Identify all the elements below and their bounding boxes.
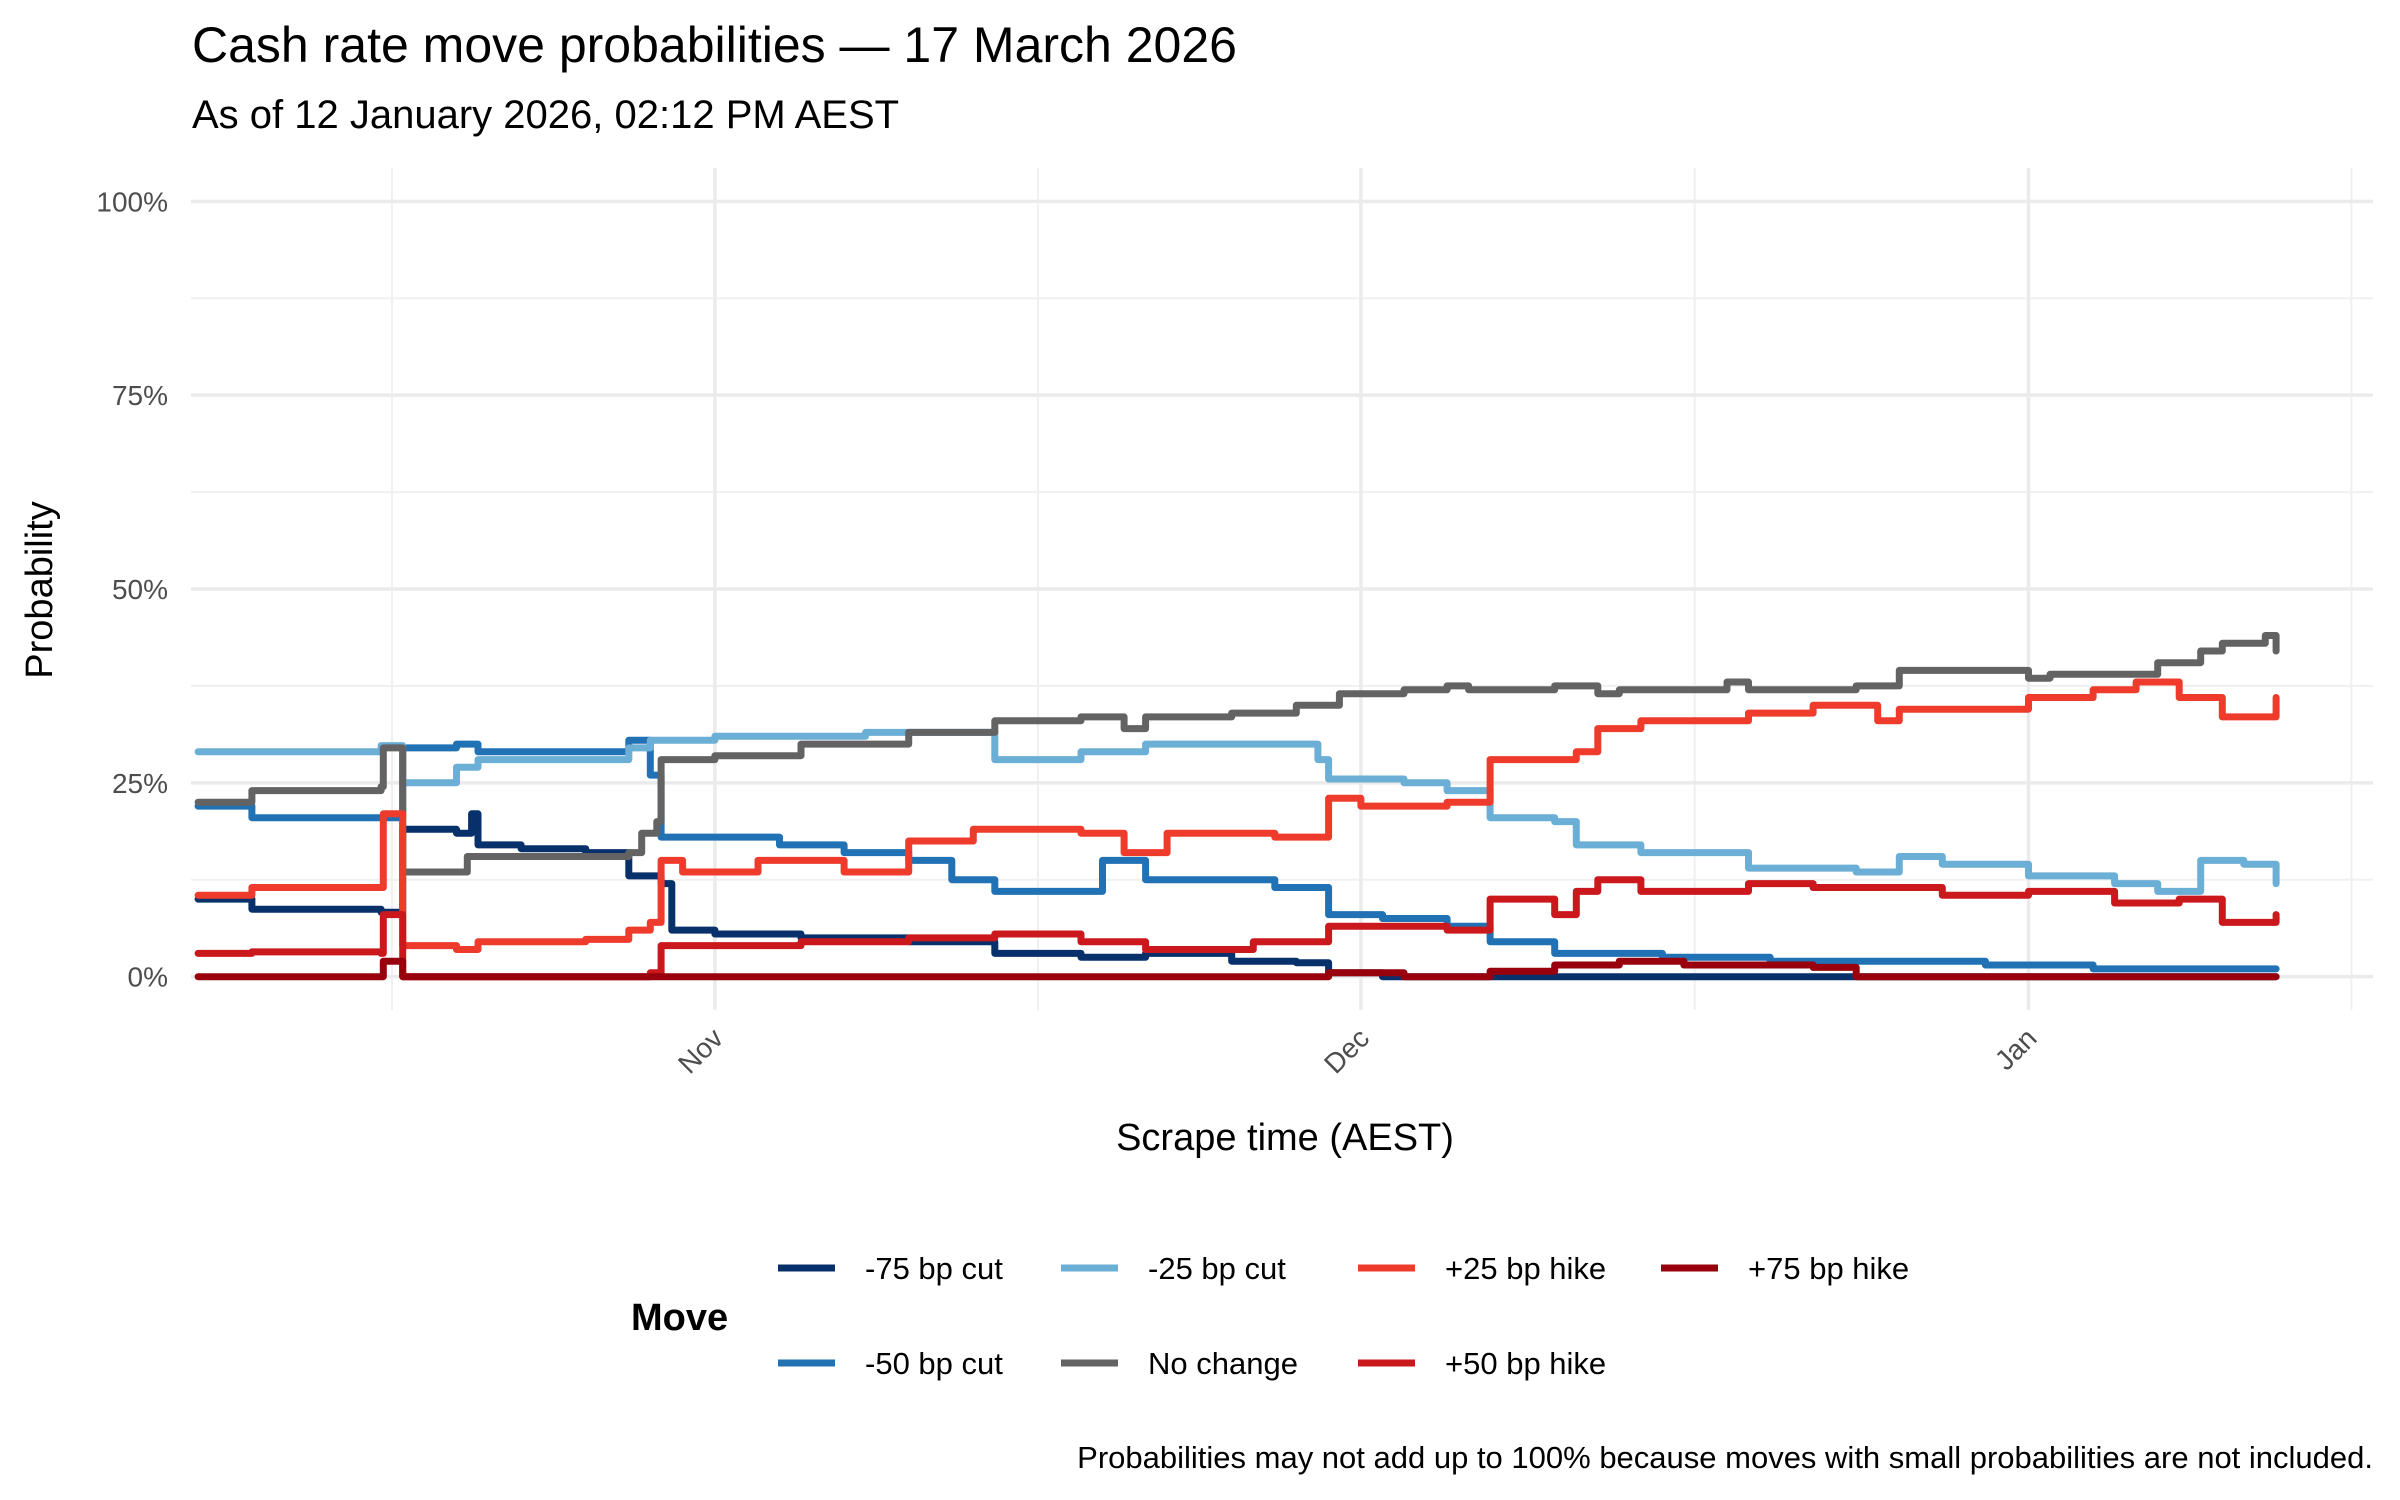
series-line--75-bp-hike: [194, 957, 2280, 981]
legend-label: -50 bp cut: [865, 1346, 1003, 1381]
grid: [191, 168, 2373, 1010]
series-line--25-bp-cut: [194, 728, 2280, 895]
y-tick-label: 50%: [112, 574, 168, 605]
legend-label: -75 bp cut: [865, 1251, 1003, 1286]
y-tick-label: 25%: [112, 768, 168, 799]
series-line--25-bp-hike: [194, 678, 2280, 953]
series-line--75-bp-cut: [194, 810, 2280, 981]
x-axis-title: Scrape time (AEST): [1116, 1117, 1454, 1159]
legend-label: +50 bp hike: [1445, 1346, 1606, 1381]
legend-label: +25 bp hike: [1445, 1251, 1606, 1286]
legend-item: -75 bp cut: [778, 1251, 1003, 1286]
x-tick-label: Jan: [1989, 1022, 2043, 1076]
legend-item: +75 bp hike: [1661, 1251, 1909, 1286]
chart-title: Cash rate move probabilities — 17 March …: [192, 17, 1237, 73]
y-axis-ticks: 0% 25% 50% 75% 100%: [96, 186, 168, 992]
x-tick-label: Dec: [1318, 1022, 1375, 1079]
chart-caption: Probabilities may not add up to 100% bec…: [1077, 1440, 2373, 1475]
series-lines: [194, 632, 2280, 981]
legend-item: -25 bp cut: [1061, 1251, 1286, 1286]
legend-item: -50 bp cut: [778, 1346, 1003, 1381]
x-tick-label: Nov: [672, 1022, 729, 1079]
chart-subtitle: As of 12 January 2026, 02:12 PM AEST: [192, 93, 899, 137]
y-tick-label: 0%: [128, 962, 168, 993]
legend-label: No change: [1148, 1346, 1298, 1381]
y-axis-title: Probability: [19, 501, 61, 678]
legend-item: +50 bp hike: [1358, 1346, 1606, 1381]
legend-label: +75 bp hike: [1748, 1251, 1909, 1286]
legend-item: No change: [1061, 1346, 1298, 1381]
series-line--50-bp-cut: [194, 736, 2280, 973]
series-line-no-change: [194, 632, 2280, 876]
legend-title: Move: [631, 1297, 728, 1339]
x-axis-ticks: Nov Dec Jan: [672, 1022, 2043, 1079]
legend: -75 bp cut -50 bp cut -25 bp cut No change +…: [778, 1251, 1909, 1381]
y-tick-label: 75%: [112, 380, 168, 411]
legend-label: -25 bp cut: [1148, 1251, 1286, 1286]
legend-item: +25 bp hike: [1358, 1251, 1606, 1286]
y-tick-label: 100%: [96, 186, 168, 217]
